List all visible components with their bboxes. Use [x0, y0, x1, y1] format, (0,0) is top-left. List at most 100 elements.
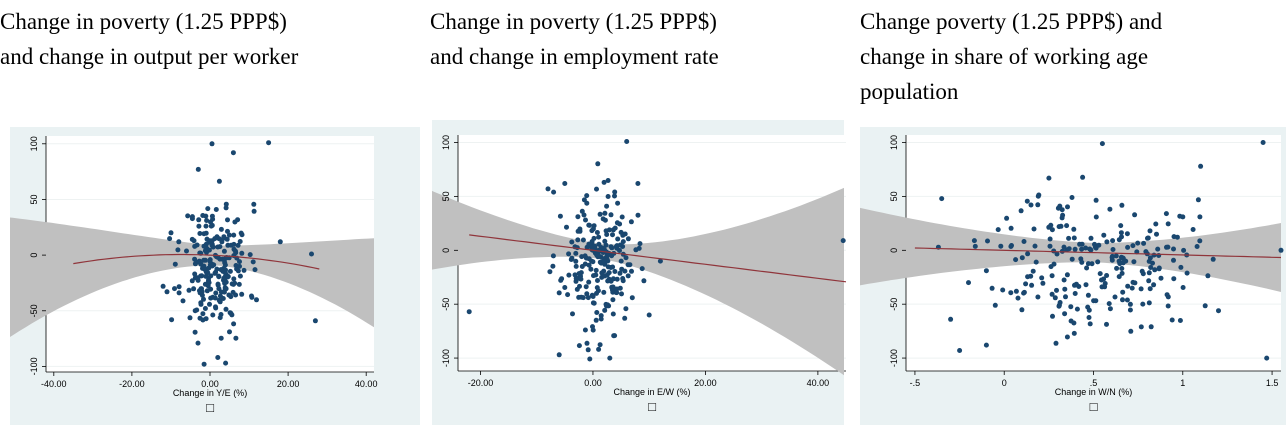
data-point [1210, 256, 1216, 262]
data-point [575, 214, 581, 220]
data-point [597, 211, 603, 217]
data-point [617, 270, 623, 276]
data-point [551, 189, 557, 195]
data-point [191, 286, 197, 292]
data-point [1117, 261, 1123, 267]
data-point [593, 317, 599, 323]
data-point [572, 272, 578, 278]
data-point [164, 289, 170, 295]
data-point [185, 213, 191, 219]
data-point [596, 234, 602, 240]
data-point [590, 294, 596, 299]
data-point [203, 316, 209, 322]
data-point [1147, 228, 1153, 234]
data-point [198, 286, 204, 292]
data-point [623, 306, 629, 312]
data-point [1095, 259, 1101, 265]
chart-1: -100 -50 0 50 100 -40.00 -20.00 0.00 20.00 40.00 C… [10, 127, 420, 425]
data-point [1131, 259, 1137, 265]
data-point [249, 294, 255, 300]
data-point [216, 286, 222, 292]
data-point [192, 271, 198, 277]
x-tick-label: -.5 [910, 378, 921, 388]
data-point [1084, 265, 1090, 271]
data-point [580, 237, 586, 243]
data-point [612, 189, 618, 195]
fitted-line [469, 234, 847, 283]
data-point [239, 250, 245, 256]
data-point [247, 252, 253, 258]
data-point [216, 236, 222, 242]
data-point [237, 259, 242, 265]
data-point [1064, 272, 1070, 278]
data-point [187, 315, 193, 321]
data-point [1039, 275, 1045, 281]
data-point [214, 266, 220, 272]
data-point [556, 352, 562, 358]
data-point [1180, 214, 1186, 220]
data-point [1151, 282, 1157, 288]
data-point [619, 291, 624, 297]
data-point [1073, 281, 1079, 287]
panel-title-line: Change poverty (1.25 PPP$) and [860, 9, 1163, 34]
data-point [1049, 273, 1055, 279]
data-point [609, 245, 615, 251]
y-tick-label: -100 [441, 349, 451, 367]
data-point [614, 290, 620, 296]
data-point [1132, 212, 1138, 218]
data-point [206, 265, 212, 271]
data-point [591, 300, 597, 306]
data-point [565, 292, 571, 298]
x-axis-title: Change in E/W (%) [613, 387, 690, 397]
data-point [612, 193, 617, 199]
data-point [1129, 285, 1135, 291]
data-point [587, 356, 593, 362]
data-point [618, 258, 624, 264]
data-point [562, 285, 568, 290]
panel-working-age-share: Change poverty (1.25 PPP$) and change in… [860, 0, 1286, 430]
data-point [619, 266, 625, 272]
data-point [566, 272, 572, 278]
data-point [598, 313, 604, 319]
data-point [195, 166, 201, 172]
data-point [1000, 287, 1006, 293]
data-point [239, 291, 245, 297]
data-point [614, 245, 620, 251]
data-point [1008, 225, 1014, 231]
data-point [1021, 239, 1027, 244]
data-point [1127, 301, 1133, 307]
data-point [1147, 286, 1153, 292]
data-point [1035, 202, 1041, 208]
data-point [559, 276, 565, 282]
data-point [1008, 290, 1014, 296]
data-point [251, 208, 257, 214]
data-point [983, 342, 989, 348]
data-point [209, 141, 215, 147]
data-point [226, 292, 232, 298]
confidence-band [10, 217, 374, 338]
data-point [1154, 231, 1159, 237]
data-point [1106, 301, 1112, 307]
data-point [200, 311, 206, 317]
data-point [591, 235, 597, 241]
data-point [1088, 235, 1094, 241]
data-point [1054, 287, 1059, 293]
data-point [1164, 244, 1169, 250]
data-point [1194, 244, 1200, 249]
data-point [590, 327, 596, 333]
data-point [1127, 307, 1133, 313]
y-tick-label: 100 [441, 135, 451, 150]
data-point [1202, 303, 1208, 309]
data-point [1061, 277, 1067, 283]
data-point [196, 223, 202, 229]
data-point [176, 239, 182, 245]
data-point [235, 242, 241, 248]
data-point [218, 335, 224, 341]
data-point [585, 295, 591, 301]
data-point [225, 274, 231, 280]
data-point [580, 295, 586, 301]
confidence-band [432, 187, 844, 376]
data-point [635, 181, 641, 186]
data-point [1110, 247, 1116, 252]
